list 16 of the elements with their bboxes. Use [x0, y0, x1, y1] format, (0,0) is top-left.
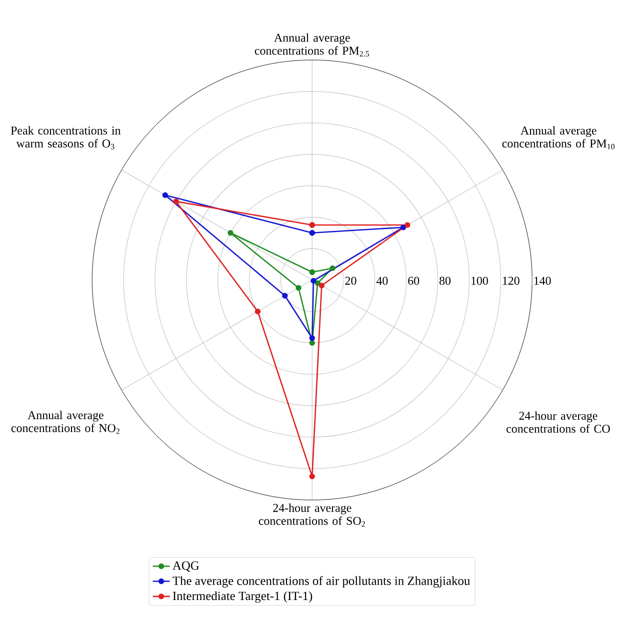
legend-label: AQG: [172, 561, 199, 572]
spoke-label: Peak concentrations in warm seasons of O$_{3}$: [10, 126, 120, 150]
y-tick-label: 80: [439, 276, 450, 285]
legend-label: The average concentrations of air pollutants in Zhangjiakou: [172, 576, 470, 588]
y-tick-label: 60: [408, 276, 419, 285]
spoke-label: Annual average concentrations of NO$_{2}$: [11, 410, 120, 434]
spoke-label: Annual average concentrations of PM$_{2.5}$: [254, 33, 369, 56]
spoke-label: 24-hour average concentrations of SO$_{2}$: [258, 504, 365, 527]
y-tick-label: 140: [534, 276, 551, 285]
spoke-label: Annual average concentrations of PM$_{10}$: [502, 126, 614, 150]
y-tick-label: 100: [471, 276, 488, 285]
y-tick-label: 20: [345, 276, 356, 285]
y-tick-label: 40: [376, 276, 388, 285]
y-tick-label: 120: [502, 276, 520, 285]
legend-label: Intermediate Target-1 (IT-1): [172, 591, 312, 603]
spoke-label: 24-hour average concentrations of CO: [506, 411, 610, 433]
